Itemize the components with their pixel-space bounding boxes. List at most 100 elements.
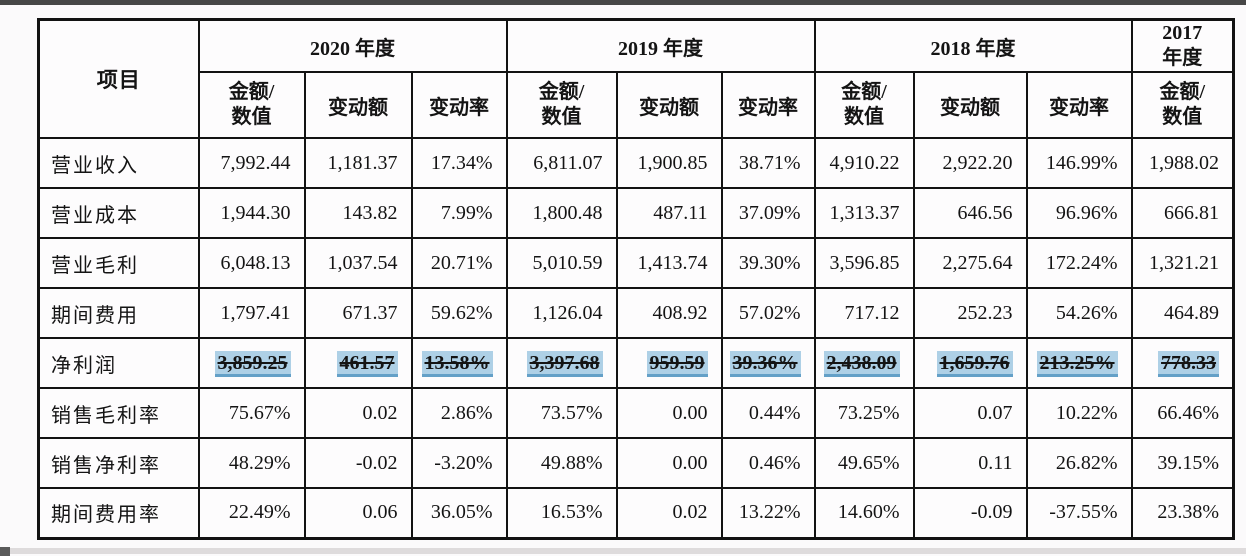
cell-value: 17.34% [430, 151, 493, 174]
highlighted-value: 2,438.09 [823, 350, 900, 377]
cell-value: 464.89 [1164, 301, 1220, 324]
table-cell: 4,910.22 [813, 137, 915, 189]
year-header-row: 项目 2020 年度 2019 年度 2018 年度 2017 年度 [37, 18, 1235, 139]
col-header-2020-change: 变动额 [303, 71, 413, 139]
table-cell: 1,944.30 [197, 187, 306, 239]
table-row: 销售净利率 48.29% -0.02 -3.20% 49.88% 0.00 0.46% 49.… [37, 437, 1235, 489]
col-header-2018-change-rate: 变动率 [1025, 71, 1133, 139]
table-cell: 16.53% [505, 487, 618, 539]
highlighted-value: 461.57 [336, 350, 398, 377]
cell-value: 5,010.59 [532, 251, 603, 274]
col-header-2019-amount: 金额/数值 [505, 71, 618, 139]
table-cell: 6,811.07 [505, 137, 618, 189]
row-label: 营业毛利 [37, 237, 200, 289]
cell-value: 1,313.37 [829, 201, 900, 224]
table-cell: 2,438.09 [813, 337, 915, 389]
highlighted-value: 959.59 [646, 350, 708, 377]
table-cell: 0.44% [720, 387, 816, 439]
table-cell: -0.09 [912, 487, 1028, 539]
cell-value: 1,800.48 [532, 201, 603, 224]
cell-value: 1,900.85 [637, 151, 708, 174]
table-cell: 54.26% [1025, 287, 1133, 339]
table-cell: 666.81 [1130, 187, 1235, 239]
table-cell: 48.29% [197, 437, 306, 489]
cell-value: 0.02 [362, 401, 398, 424]
cell-value: 23.38% [1157, 501, 1220, 524]
table-cell: 39.36% [720, 337, 816, 389]
cell-value: 37.09% [738, 201, 801, 224]
cell-value: 0.06 [362, 501, 398, 524]
table-cell: 14.60% [813, 487, 915, 539]
table-cell: 66.46% [1130, 387, 1235, 439]
cell-value: 39.30% [738, 251, 801, 274]
table-cell: -37.55% [1025, 487, 1133, 539]
table-cell: 6,048.13 [197, 237, 306, 289]
year-group-2019: 2019 年度 [505, 18, 816, 73]
cell-value: 20.71% [430, 251, 493, 274]
cell-value: 7.99% [440, 201, 493, 224]
table-body: 营业收入 7,992.44 1,181.37 17.34% 6,811.07 1,900.… [37, 137, 1235, 539]
cell-value: 0.11 [978, 451, 1013, 474]
cell-value: 0.00 [672, 401, 708, 424]
cell-value: 717.12 [844, 301, 900, 324]
row-label: 净利润 [37, 337, 200, 389]
highlighted-value: 3,859.25 [214, 350, 291, 377]
table-cell: 22.49% [197, 487, 306, 539]
col-header-label: 金额/数值 [228, 81, 275, 128]
table-cell: 1,797.41 [197, 287, 306, 339]
sub-header-row: 金额/数值 变动额 变动率 金额/数值 变动额 变动率 金额/数值 变动额 变动… [39, 71, 1235, 139]
col-header-label: 金额/数值 [1159, 81, 1206, 128]
cell-value: 39.15% [1157, 451, 1220, 474]
cell-value: 252.23 [957, 301, 1013, 324]
cell-value: 646.56 [957, 201, 1013, 224]
table-cell: 49.88% [505, 437, 618, 489]
cell-value: 0.00 [672, 451, 708, 474]
col-header-2018-amount: 金额/数值 [813, 71, 915, 139]
col-header-2020-amount: 金额/数值 [197, 71, 306, 139]
cell-value: 73.57% [540, 401, 603, 424]
table-cell: 1,037.54 [303, 237, 413, 289]
cell-value: 0.44% [748, 401, 801, 424]
table-cell: 717.12 [813, 287, 915, 339]
table-cell: 0.02 [615, 487, 723, 539]
cell-value: 48.29% [228, 451, 291, 474]
corner-header: 项目 [37, 18, 200, 139]
table-cell: 75.67% [197, 387, 306, 439]
table-cell: 3,397.68 [505, 337, 618, 389]
table-cell: 2,922.20 [912, 137, 1028, 189]
table-row: 营业成本 1,944.30 143.82 7.99% 1,800.48 487.11 37.… [37, 187, 1235, 239]
table-cell: 17.34% [410, 137, 508, 189]
cell-value: 59.62% [430, 301, 493, 324]
cell-value: 73.25% [837, 401, 900, 424]
cell-value: 49.88% [540, 451, 603, 474]
table-cell: 252.23 [912, 287, 1028, 339]
cell-value: -0.09 [970, 501, 1013, 524]
year-group-2017: 2017 年度 [1130, 18, 1235, 73]
table-cell: 1,321.21 [1130, 237, 1235, 289]
cell-value: 36.05% [430, 501, 493, 524]
table-cell: 1,800.48 [505, 187, 618, 239]
highlighted-value: 1,659.76 [936, 350, 1013, 377]
cell-value: -3.20% [434, 451, 493, 474]
table-cell: 1,181.37 [303, 137, 413, 189]
table-cell: 2,275.64 [912, 237, 1028, 289]
table-row: 净利润 3,859.25 461.57 13.58% 3,397.68 959.59 39.… [37, 337, 1235, 389]
table-cell: 0.00 [615, 437, 723, 489]
cell-value: 0.07 [977, 401, 1013, 424]
year-group-2018: 2018 年度 [813, 18, 1133, 73]
cell-value: 57.02% [738, 301, 801, 324]
cell-value: 54.26% [1055, 301, 1118, 324]
table-cell: 73.25% [813, 387, 915, 439]
table-cell: 7,992.44 [197, 137, 306, 189]
row-label: 营业收入 [37, 137, 200, 189]
cell-value: 4,910.22 [829, 151, 900, 174]
row-label: 期间费用 [37, 287, 200, 339]
cell-value: 7,992.44 [220, 151, 291, 174]
cell-value: 487.11 [653, 201, 708, 224]
table-cell: 39.30% [720, 237, 816, 289]
table-cell: 0.00 [615, 387, 723, 439]
cell-value: 146.99% [1045, 151, 1118, 174]
highlighted-value: 39.36% [729, 350, 801, 377]
table-cell: 3,596.85 [813, 237, 915, 289]
